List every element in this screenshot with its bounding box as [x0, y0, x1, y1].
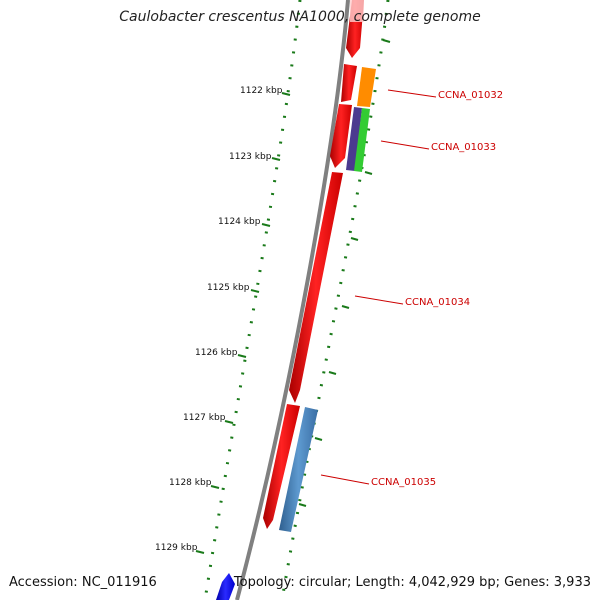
gene-ccna-01033-purple: [346, 107, 362, 171]
gene-ccna-01033-green: [354, 108, 370, 172]
gene-bottom-blue-arrow: [216, 573, 235, 600]
gene-callouts: [320, 89, 437, 485]
ruler-label: 1129 kbp: [155, 543, 198, 553]
gene-label-ccna-01035[interactable]: CCNA_01035: [371, 477, 437, 488]
forward-gene-b: [330, 104, 352, 168]
ruler-label: 1126 kbp: [195, 348, 238, 358]
forward-gene-ccna-01034: [289, 172, 343, 403]
accession-value: NC_011916: [81, 575, 157, 590]
ruler-label: 1123 kbp: [229, 152, 272, 162]
map-title: Caulobacter crescentus NA1000, complete …: [119, 9, 481, 25]
topology-text: Topology: circular; Length: 4,042,929 bp…: [233, 575, 591, 590]
gene-label-ccna-01033[interactable]: CCNA_01033: [431, 142, 497, 153]
inner-major-ticks: [195, 92, 291, 554]
accession-label: Accession:: [9, 575, 78, 590]
ruler-label: 1127 kbp: [183, 413, 226, 423]
forward-gene-c: [263, 404, 300, 529]
ruler-label: 1124 kbp: [218, 217, 261, 227]
outer-major-ticks: [298, 39, 391, 507]
gene-ccna-01035-blue: [279, 407, 318, 532]
forward-gene-top-fade: [350, 0, 364, 22]
gene-label-ccna-01032[interactable]: CCNA_01032: [438, 90, 504, 101]
ruler-label: 1125 kbp: [207, 283, 250, 293]
forward-gene-a: [341, 64, 357, 102]
gene-label-ccna-01034[interactable]: CCNA_01034: [405, 297, 471, 308]
reverse-genes: [216, 67, 376, 600]
gene-ccna-01032-orange: [357, 67, 376, 107]
accession-text: Accession: NC_011916: [9, 575, 157, 590]
forward-genes: [263, 0, 364, 529]
genome-backbone: [235, 0, 350, 601]
ruler-label: 1122 kbp: [240, 86, 283, 96]
ruler-label: 1128 kbp: [169, 478, 212, 488]
